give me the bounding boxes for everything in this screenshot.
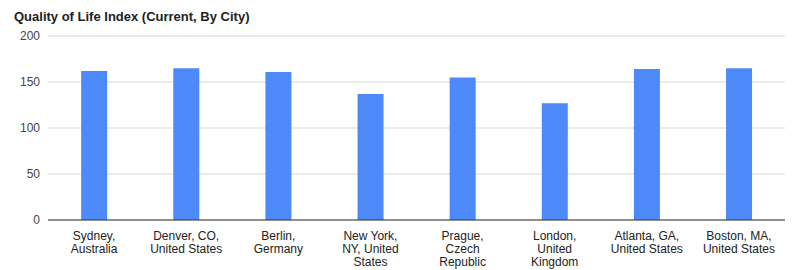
html-text:Quality of Life Index (Current: Quality of Life Index (Current, By City): [14, 9, 250, 24]
svg-text:Boston, MA,United States: Boston, MA,United States: [703, 229, 775, 256]
svg-text:50: 50: [27, 167, 41, 181]
svg-text:Sydney,Australia: Sydney,Australia: [71, 229, 118, 256]
svg-text:0: 0: [33, 213, 40, 227]
svg-text:Atlanta, GA,United States: Atlanta, GA,United States: [611, 229, 683, 256]
svg-text:Prague,CzechRepublic: Prague,CzechRepublic: [439, 229, 486, 269]
svg-text:Denver, CO,United States: Denver, CO,United States: [150, 229, 222, 256]
svg-text:Berlin,Germany: Berlin,Germany: [254, 229, 303, 256]
svg-text:New York,NY, UnitedStates: New York,NY, UnitedStates: [342, 229, 398, 269]
svg-text:150: 150: [20, 75, 40, 89]
svg-text:100: 100: [20, 121, 40, 135]
svg-text:200: 200: [20, 29, 40, 43]
svg-text:London,UnitedKingdom: London,UnitedKingdom: [531, 229, 578, 269]
